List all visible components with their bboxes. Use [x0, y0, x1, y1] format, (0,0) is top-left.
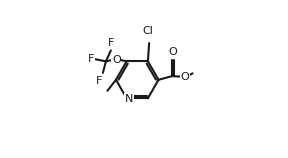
Text: F: F [108, 38, 115, 48]
Text: O: O [168, 47, 177, 57]
Text: N: N [125, 94, 133, 104]
Text: Cl: Cl [143, 26, 153, 36]
Text: O: O [112, 55, 121, 64]
Text: F: F [88, 54, 94, 64]
Text: F: F [96, 76, 102, 86]
Text: O: O [181, 72, 190, 82]
